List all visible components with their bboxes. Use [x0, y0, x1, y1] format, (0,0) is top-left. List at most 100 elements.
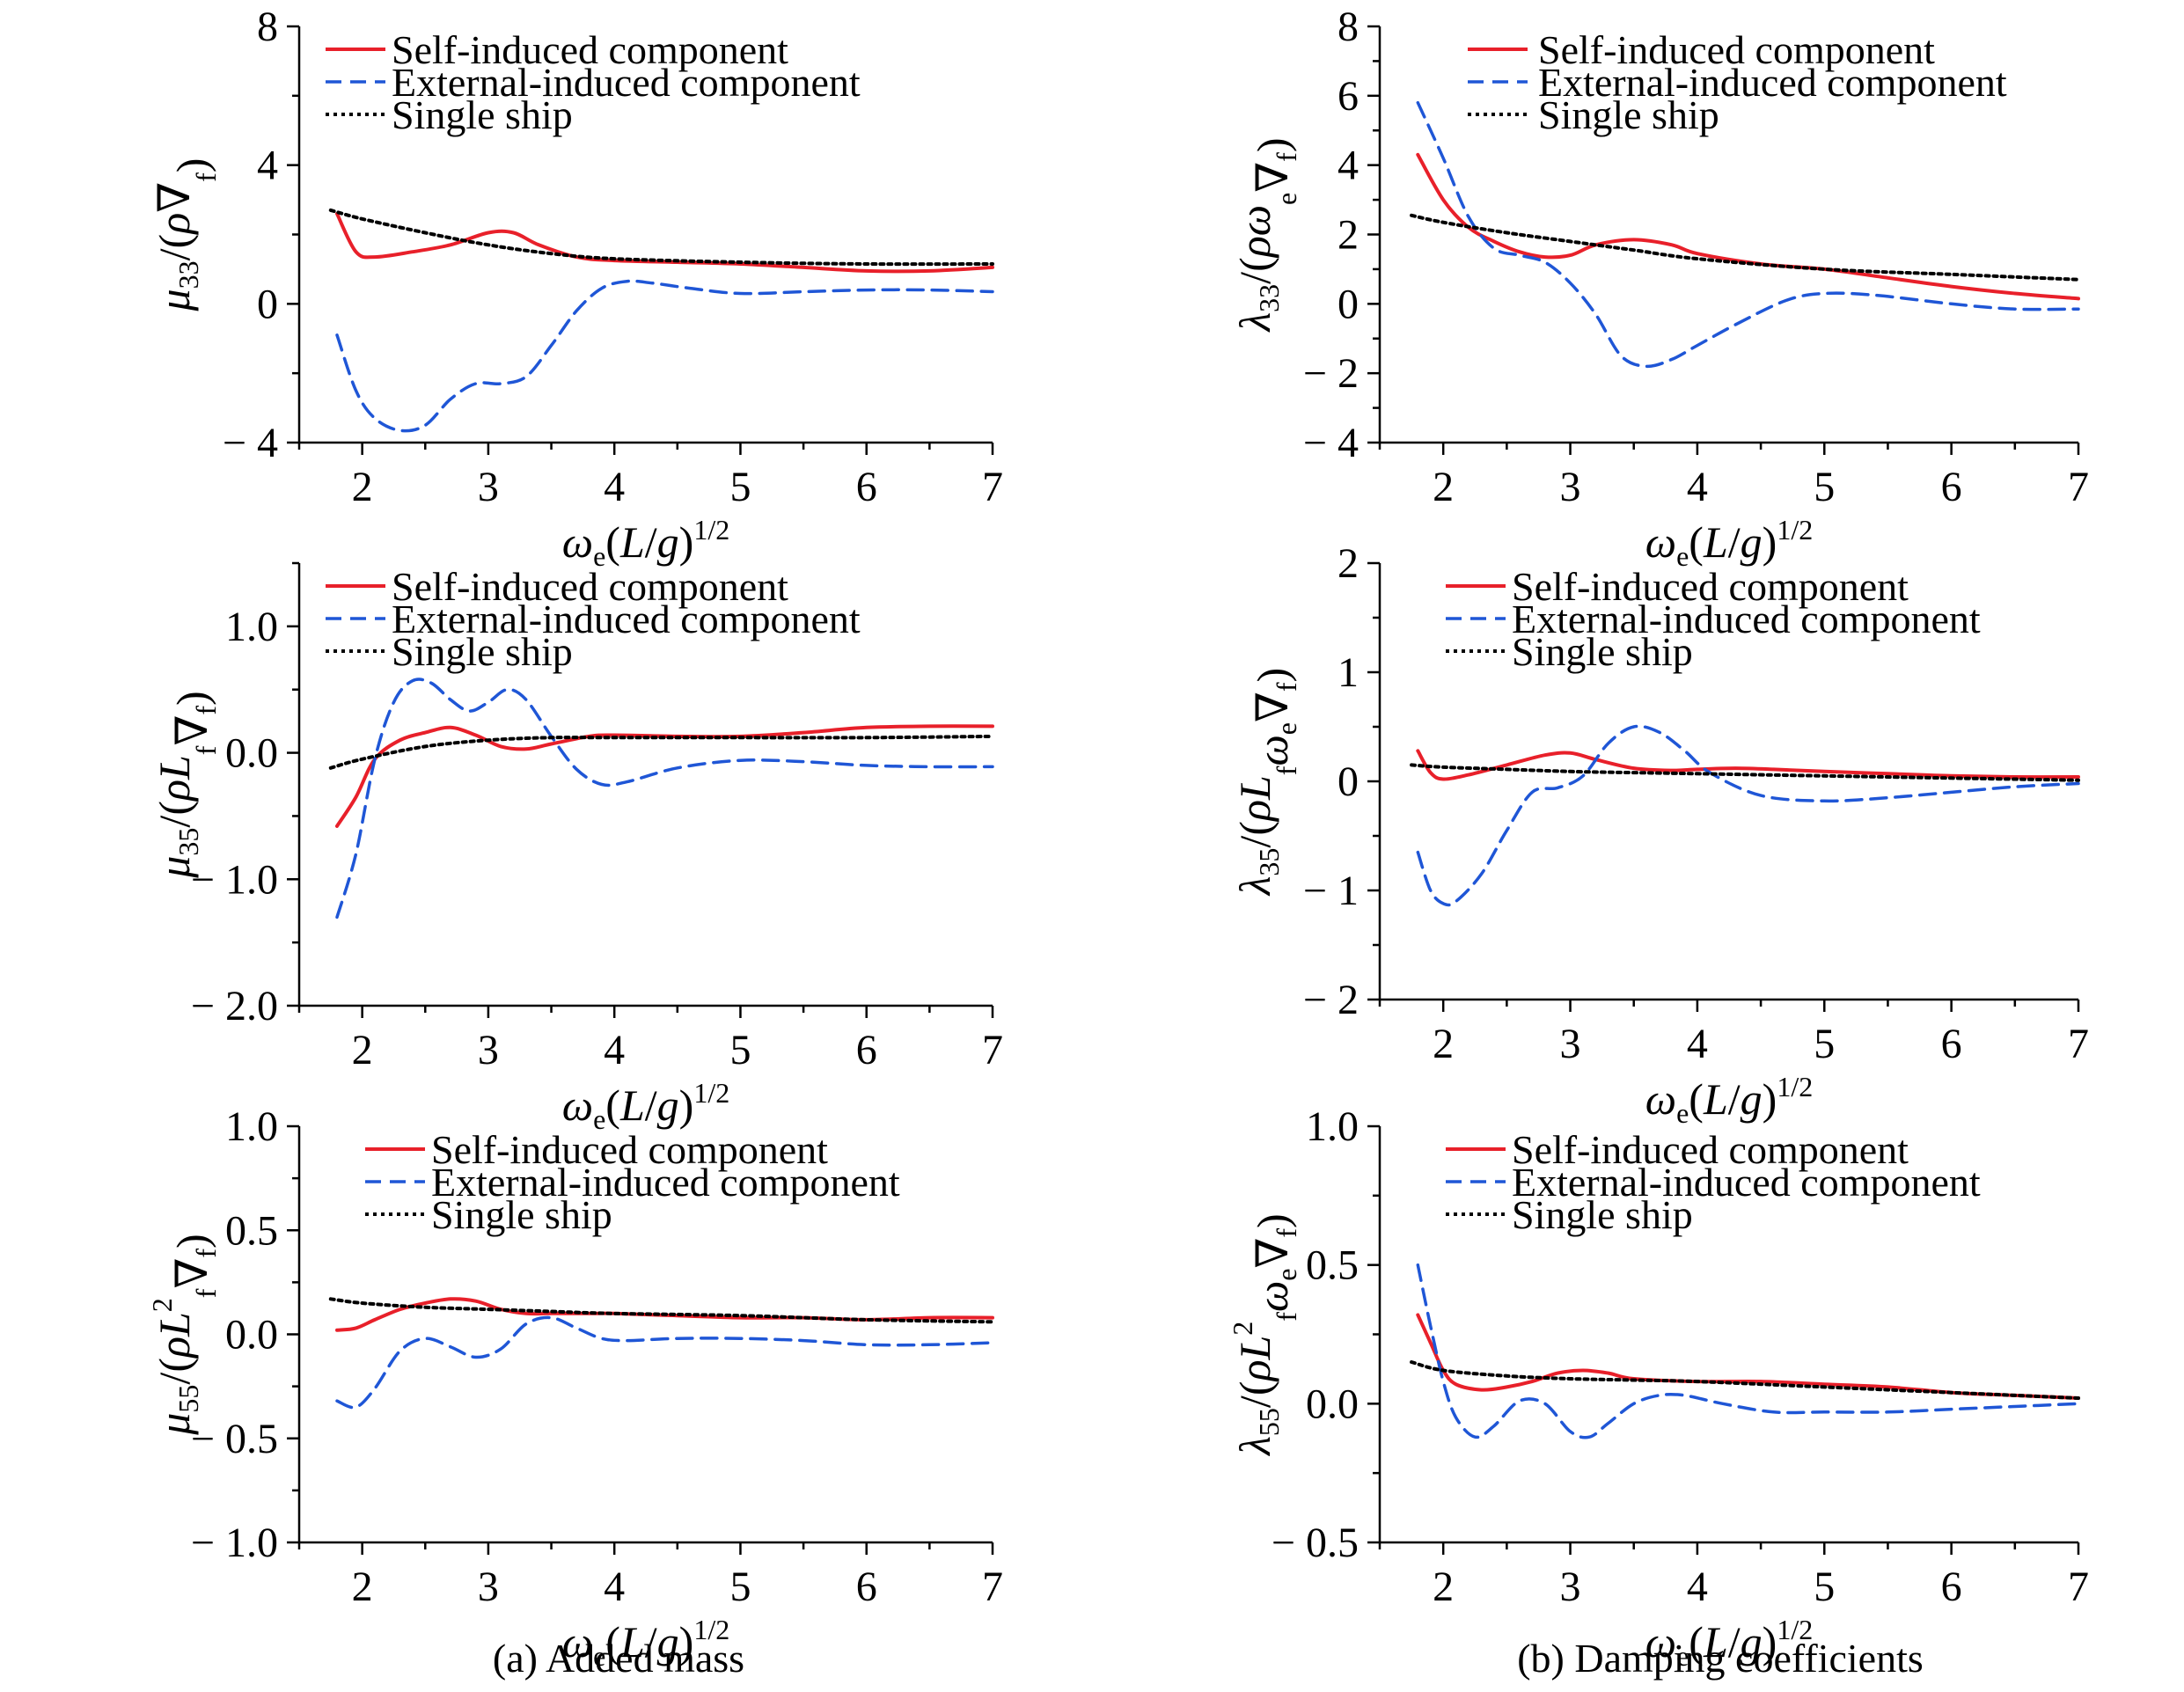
y-axis-label: μ35/(ρLf∇f) — [150, 691, 222, 878]
y-tick-label: − 4 — [1303, 420, 1359, 466]
x-tick-label: 2 — [1433, 1564, 1454, 1610]
x-tick-label: 5 — [729, 1564, 751, 1610]
y-tick-label: − 1.0 — [191, 856, 278, 903]
x-tick-label: 4 — [604, 1027, 625, 1073]
x-tick-label: 6 — [856, 464, 877, 510]
legend-label: Self-induced component — [1512, 564, 1909, 609]
legend-label: Self-induced component — [392, 564, 788, 609]
legend-label: Single ship — [392, 629, 573, 674]
legend-label: External-induced component — [1512, 1160, 1981, 1205]
y-tick-label: 2 — [1338, 540, 1359, 587]
y-axis-label: λ35/(ρLfωe∇f) — [1230, 668, 1302, 897]
y-tick-label: 0.5 — [1306, 1242, 1359, 1289]
x-tick-label: 7 — [982, 1564, 1003, 1610]
x-tick-label: 5 — [1814, 1021, 1835, 1067]
x-tick-label: 3 — [1560, 464, 1581, 510]
y-tick-label: 4 — [257, 143, 278, 189]
legend-label: Self-induced component — [431, 1127, 828, 1172]
x-tick-label: 2 — [352, 464, 373, 510]
x-tick-label: 7 — [2068, 464, 2089, 510]
x-tick-label: 7 — [2068, 1021, 2089, 1067]
x-tick-label: 6 — [1941, 1564, 1962, 1610]
y-tick-label: 1.0 — [1306, 1103, 1359, 1150]
panel-mu33: 2 3 4 5 6 7 − 4 0 4 8 Self-induced componentExtern… — [150, 4, 1003, 572]
x-tick-label: 5 — [1814, 1564, 1835, 1610]
y-tick-label: 0 — [257, 281, 278, 327]
y-axis-label: μ33/(ρ∇f) — [150, 158, 222, 312]
panel-mu35: 2 3 4 5 6 7 − 2.0 − 1.0 0.0 1.0 Self-induced compo… — [150, 561, 1003, 1135]
x-tick-label: 7 — [2068, 1564, 2089, 1610]
series-line-self-induced — [1416, 152, 2080, 301]
x-tick-label: 4 — [604, 1564, 625, 1610]
series-line-single-ship — [328, 208, 994, 267]
legend-label: Single ship — [1512, 1192, 1693, 1237]
y-tick-label: − 0.5 — [191, 1416, 278, 1462]
y-tick-label: − 4 — [223, 420, 278, 466]
y-tick-label: 2 — [1338, 212, 1359, 259]
y-tick-label: − 2 — [1303, 977, 1359, 1023]
x-tick-label: 3 — [1560, 1021, 1581, 1067]
legend-label: Self-induced component — [1512, 1127, 1909, 1172]
legend-label: Single ship — [431, 1192, 612, 1237]
x-tick-label: 2 — [352, 1564, 373, 1610]
x-axis-label: ωe(L/g)1/2 — [1645, 1614, 1813, 1672]
y-axis-label: μ55/(ρL2f∇f) — [146, 1234, 222, 1435]
x-tick-label: 6 — [856, 1027, 877, 1073]
series-line-external-induced — [335, 1315, 994, 1410]
x-tick-label: 4 — [604, 464, 625, 510]
x-tick-label: 3 — [478, 464, 499, 510]
legend-label: Self-induced component — [392, 27, 788, 72]
y-tick-label: 0.0 — [225, 730, 278, 777]
series-line-single-ship — [1410, 213, 2080, 282]
y-tick-label: 0 — [1338, 758, 1359, 805]
series-line-single-ship — [328, 734, 994, 770]
panel-lambda35: 2 3 4 5 6 7 − 2 − 1 0 1 2 Self-induced componentExt… — [1230, 540, 2089, 1129]
x-tick-label: 6 — [1941, 1021, 1962, 1067]
x-axis-label: ωe(L/g)1/2 — [1645, 1071, 1813, 1129]
x-axis-label: ωe(L/g)1/2 — [562, 1077, 729, 1135]
legend-label: External-induced component — [392, 597, 861, 641]
x-axis-label: ωe(L/g)1/2 — [562, 1614, 729, 1672]
series-line-external-induced — [1416, 724, 2080, 907]
x-tick-label: 3 — [478, 1564, 499, 1610]
y-tick-label: 4 — [1338, 143, 1359, 189]
x-tick-label: 7 — [982, 1027, 1003, 1073]
legend-label: External-induced component — [431, 1160, 900, 1205]
panel-mu55: 2 3 4 5 6 7 − 1.0 − 0.5 0.0 0.5 1.0 Self-induced co… — [146, 1103, 1003, 1672]
series-line-self-induced — [1416, 1313, 2080, 1400]
legend-label: Self-induced component — [1538, 27, 1935, 72]
caption-added-mass: (a) Added mass — [493, 1636, 744, 1681]
x-axis-label: ωe(L/g)1/2 — [562, 514, 729, 572]
series-line-external-induced — [335, 678, 994, 919]
y-tick-label: 8 — [1338, 4, 1359, 50]
series-line-single-ship — [1410, 763, 2080, 782]
series-line-self-induced — [1416, 749, 2080, 781]
y-tick-label: 1.0 — [225, 604, 278, 650]
series-line-external-induced — [1416, 100, 2080, 369]
y-tick-label: 6 — [1338, 73, 1359, 120]
legend-label: Single ship — [1512, 629, 1693, 674]
x-tick-label: 3 — [478, 1027, 499, 1073]
y-tick-label: 0.0 — [1306, 1381, 1359, 1427]
y-tick-label: − 2.0 — [191, 983, 278, 1029]
x-tick-label: 4 — [1687, 1021, 1708, 1067]
y-tick-label: 1 — [1338, 649, 1359, 696]
y-axis-label: λ55/(ρL2fωe∇f) — [1227, 1213, 1302, 1456]
x-axis-label: ωe(L/g)1/2 — [1645, 514, 1813, 572]
series-line-single-ship — [328, 1297, 994, 1324]
y-tick-label: − 2 — [1303, 350, 1359, 397]
y-tick-label: 8 — [257, 4, 278, 50]
panel-lambda33: 2 3 4 5 6 7 − 4 − 2 0 2 4 6 8 Self-induced componentE… — [1230, 4, 2089, 572]
x-tick-label: 6 — [856, 1564, 877, 1610]
series-line-self-induced — [335, 211, 994, 274]
legend-label: Single ship — [392, 92, 573, 137]
x-tick-label: 7 — [982, 464, 1003, 510]
series-line-self-induced — [335, 724, 994, 828]
series-line-external-induced — [1416, 1263, 2080, 1439]
y-tick-label: − 1 — [1303, 868, 1359, 914]
x-tick-label: 3 — [1560, 1564, 1581, 1610]
panel-lambda55: 2 3 4 5 6 7 − 0.5 0.0 0.5 1.0 Self-induced compone… — [1227, 1103, 2089, 1672]
y-tick-label: − 0.5 — [1272, 1520, 1359, 1566]
